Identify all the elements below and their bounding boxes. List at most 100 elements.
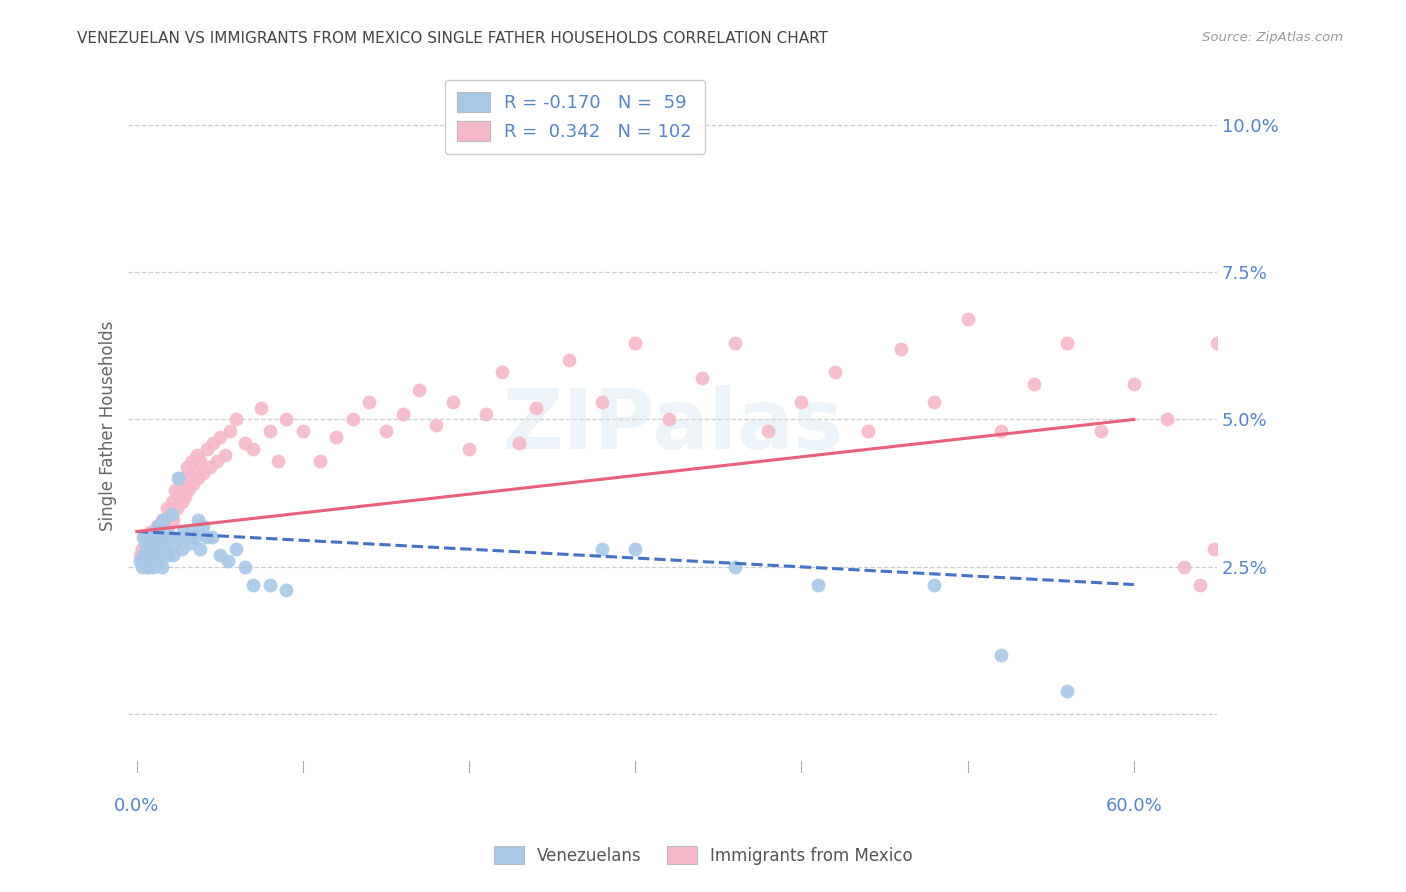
Point [176,530,198,544]
Point [150,513,173,527]
Point [142,548,165,562]
Point [1258,324,1281,338]
Point [193,466,215,480]
Point [1239,572,1261,586]
Point [342,412,364,426]
Y-axis label: Single Father Households: Single Father Households [100,320,117,531]
Point [138,560,160,574]
Point [131,542,153,557]
Point [890,342,912,356]
Point [1213,560,1236,574]
Point [208,430,231,444]
Point [143,524,166,539]
Point [142,560,165,574]
Point [160,495,183,509]
Point [1156,412,1178,426]
Point [145,542,167,557]
Point [184,466,207,480]
Point [217,554,239,568]
Point [425,418,447,433]
Point [135,542,157,557]
Point [129,548,152,562]
Point [1024,377,1046,392]
Point [242,442,264,456]
Point [441,394,464,409]
Point [1243,306,1265,320]
Legend: Venezuelans, Immigrants from Mexico: Venezuelans, Immigrants from Mexico [485,838,921,873]
Point [129,554,152,568]
Text: 0.0%: 0.0% [114,797,159,815]
Point [200,530,222,544]
Point [180,454,202,468]
Point [152,530,174,544]
Point [145,554,167,568]
Text: 60.0%: 60.0% [1105,797,1163,815]
Point [558,353,581,368]
Point [198,459,221,474]
Point [1246,566,1268,580]
Point [180,524,202,539]
Point [756,424,779,438]
Point [132,548,155,562]
Point [205,454,228,468]
Point [1056,335,1078,350]
Point [790,394,813,409]
Point [153,542,176,557]
Point [1122,377,1144,392]
Point [177,483,200,498]
Point [139,554,162,568]
Point [807,577,830,591]
Point [474,407,496,421]
Point [375,424,398,438]
Point [824,365,846,379]
Point [169,530,191,544]
Point [1202,542,1225,557]
Point [156,524,179,539]
Point [491,365,513,379]
Point [157,524,180,539]
Point [657,412,679,426]
Point [233,436,256,450]
Point [218,424,240,438]
Point [160,507,183,521]
Point [259,577,281,591]
Point [1206,335,1229,350]
Point [408,383,430,397]
Point [141,542,163,557]
Point [225,412,247,426]
Point [990,648,1012,663]
Point [202,436,225,450]
Point [138,530,160,544]
Point [690,371,713,385]
Point [145,518,167,533]
Point [170,495,193,509]
Legend: R = -0.170   N =  59, R =  0.342   N = 102: R = -0.170 N = 59, R = 0.342 N = 102 [444,79,704,153]
Point [1256,595,1278,609]
Point [267,454,290,468]
Point [186,448,208,462]
Point [242,577,264,591]
Point [153,518,176,533]
Point [159,530,181,544]
Point [1090,424,1112,438]
Point [1226,590,1249,604]
Point [188,542,211,557]
Point [135,560,157,574]
Point [184,530,207,544]
Point [166,500,188,515]
Point [524,401,547,415]
Point [172,477,194,491]
Point [150,560,173,574]
Point [1173,560,1195,574]
Point [624,542,647,557]
Point [148,548,170,562]
Point [169,471,191,485]
Point [143,542,166,557]
Point [134,554,156,568]
Point [179,471,201,485]
Point [1234,330,1257,344]
Point [624,335,647,350]
Point [139,536,162,550]
Point [233,560,256,574]
Point [1222,577,1244,591]
